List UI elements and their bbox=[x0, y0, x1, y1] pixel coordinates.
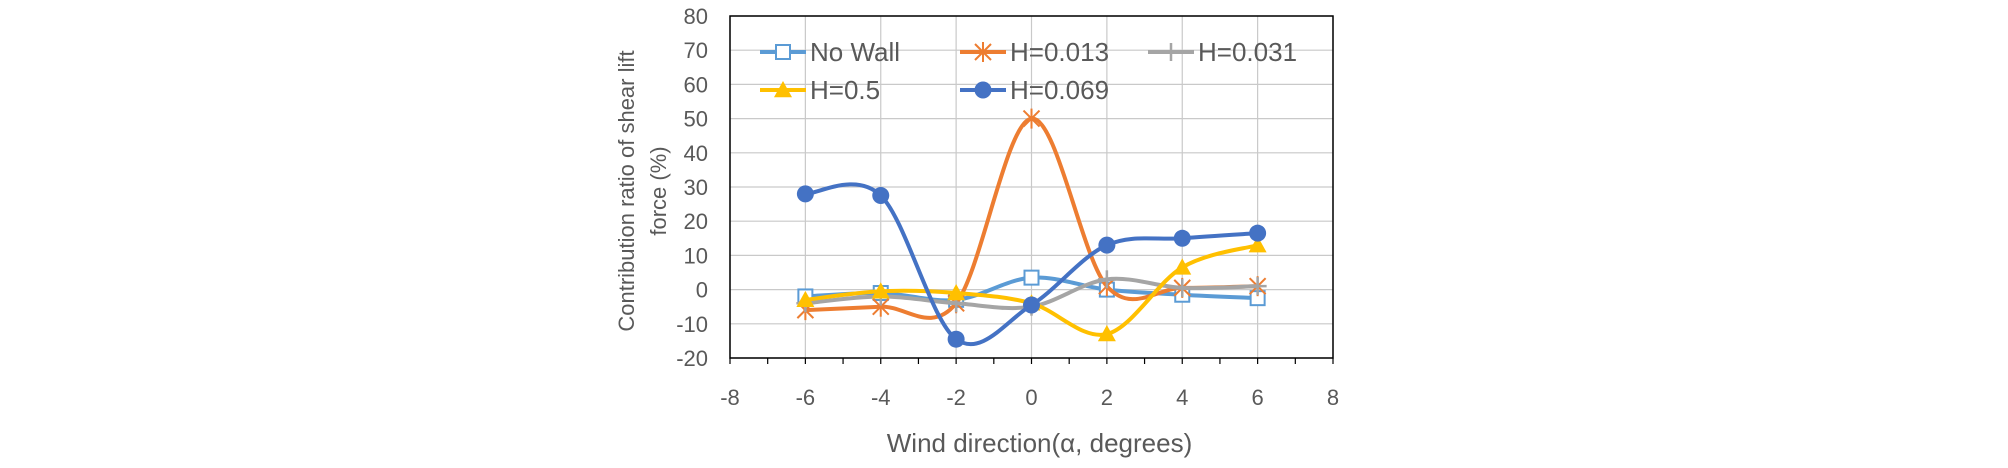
data-point bbox=[796, 185, 814, 203]
data-point bbox=[1098, 236, 1116, 254]
data-point bbox=[1173, 229, 1191, 247]
data-point bbox=[1248, 277, 1267, 296]
y-tick-label: -10 bbox=[676, 312, 708, 337]
y-tick-label: 40 bbox=[684, 141, 708, 166]
x-tick-label: -4 bbox=[871, 385, 891, 410]
data-point bbox=[1173, 278, 1192, 297]
data-point bbox=[1249, 224, 1267, 242]
y-tick-label: 80 bbox=[684, 4, 708, 29]
x-tick-label: -2 bbox=[946, 385, 966, 410]
y-tick-label: -20 bbox=[676, 346, 708, 371]
data-point bbox=[947, 330, 965, 348]
data-point bbox=[1097, 270, 1116, 289]
legend-label: H=0.5 bbox=[810, 75, 880, 105]
legend-entry: H=0.5 bbox=[760, 75, 880, 105]
data-point bbox=[1097, 325, 1116, 342]
x-tick-label: 6 bbox=[1252, 385, 1264, 410]
series-H=0.069 bbox=[796, 182, 1267, 348]
legend-entry: H=0.031 bbox=[1148, 37, 1297, 67]
x-axis-title: Wind direction(α, degrees) bbox=[887, 428, 1193, 458]
data-point bbox=[1023, 269, 1040, 286]
y-tick-label: 50 bbox=[684, 107, 708, 132]
y-tick-label: 60 bbox=[684, 72, 708, 97]
legend-marker bbox=[774, 81, 792, 98]
legend-label: H=0.069 bbox=[1010, 75, 1109, 105]
y-tick-label: 30 bbox=[684, 175, 708, 200]
legend-marker bbox=[974, 81, 992, 99]
y-tick-label: 0 bbox=[696, 278, 708, 303]
x-tick-label: 8 bbox=[1327, 385, 1339, 410]
series-layer bbox=[796, 108, 1267, 348]
legend-entry: No Wall bbox=[760, 37, 900, 67]
x-tick-label: 4 bbox=[1176, 385, 1188, 410]
legend-marker bbox=[974, 42, 992, 62]
legend-entry: H=0.069 bbox=[960, 75, 1109, 105]
x-tick-label: 0 bbox=[1025, 385, 1037, 410]
legend-label: H=0.031 bbox=[1198, 37, 1297, 67]
legend-label: H=0.013 bbox=[1010, 37, 1109, 67]
data-point bbox=[1248, 236, 1267, 253]
y-tick-label: 10 bbox=[684, 243, 708, 268]
data-point bbox=[947, 284, 966, 301]
legend-marker bbox=[1162, 43, 1180, 61]
y-axis-title-line: Contribution ratio of shear lift bbox=[614, 50, 639, 331]
legend-entry: H=0.013 bbox=[960, 37, 1109, 67]
legend-label: No Wall bbox=[810, 37, 900, 67]
x-axis-tick-marks bbox=[729, 358, 1334, 364]
legend-marker bbox=[775, 44, 791, 60]
data-point bbox=[872, 187, 890, 205]
data-point bbox=[1022, 108, 1041, 129]
x-tick-label: -8 bbox=[720, 385, 740, 410]
data-point bbox=[1173, 258, 1192, 275]
y-tick-label: 70 bbox=[684, 38, 708, 63]
x-tick-label: -6 bbox=[796, 385, 816, 410]
x-axis-tick-labels: -8 -6 -4 -2 0 2 4 6 8 bbox=[720, 385, 1339, 410]
data-point bbox=[871, 282, 890, 299]
y-tick-label: 20 bbox=[684, 209, 708, 234]
y-axis-title-line: force (%) bbox=[646, 146, 671, 235]
y-axis-title: Contribution ratio of shear lift force (%… bbox=[614, 50, 671, 331]
x-tick-label: 2 bbox=[1101, 385, 1113, 410]
data-point bbox=[796, 290, 815, 308]
legend: No Wall H=0.013 H=0.031 H=0.5 H=0.069 bbox=[760, 37, 1297, 105]
y-axis-tick-labels: -20 -10 0 10 20 30 40 50 60 70 80 bbox=[676, 4, 708, 371]
data-point bbox=[1023, 296, 1040, 314]
